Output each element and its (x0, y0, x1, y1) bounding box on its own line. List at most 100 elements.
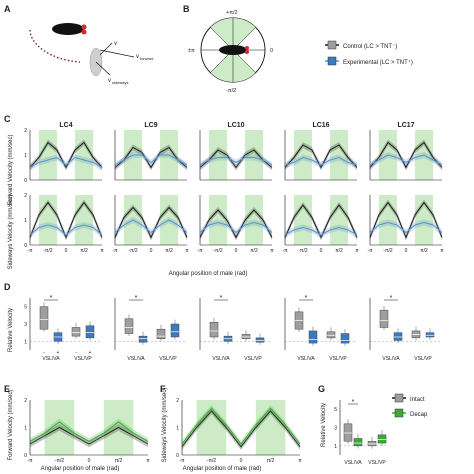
c-side-3-control-line (284, 204, 358, 239)
c-fwd-0-exp-band (30, 154, 102, 171)
c-side-3-exp-line (284, 226, 358, 236)
g-xlabel-a: VSL/VA (344, 460, 362, 466)
c-side-0-xtick-3: π/2 (80, 248, 88, 254)
c-fwd-3-exp-line (284, 156, 358, 166)
e-intact-band (30, 424, 148, 448)
d-4-xlabel-p: VSL/VP (414, 356, 432, 362)
panel-c-ylabel-top: Forward Velocity (mm/sec) (8, 134, 14, 205)
c-side-1-xtick-0: -π (112, 248, 118, 254)
d-minus-2: - (75, 350, 77, 356)
panel-g: 1 3 5 * VSL/VA VSL/VP (334, 399, 388, 466)
c-side-0-xtick-4: π (100, 248, 104, 254)
d-1-star: * (135, 295, 138, 302)
c-side-4-exp-line (369, 221, 443, 234)
f-ytick-0: 0 (176, 453, 179, 459)
c-side-3-xtick-4: π (355, 248, 359, 254)
c-side-4-band-1 (415, 195, 434, 245)
f-ytick-2: 2 (176, 398, 179, 404)
f-xtick-0: -π (179, 458, 185, 464)
d-4-xlabel-a: VSL/VA (382, 356, 400, 362)
f-xtick-4: π (298, 458, 302, 464)
v-arrow (99, 42, 113, 56)
d-0-xlabel-p: VSL/VP (74, 356, 92, 362)
c-fwd-0-exp-line (29, 156, 103, 168)
vforward-sub: forward (140, 56, 153, 61)
legend-decap-label: Decap (410, 412, 428, 418)
f-band-0 (196, 400, 227, 455)
c-side-0-exp-line (29, 224, 103, 236)
c-fwd-2-band-1 (245, 130, 264, 180)
c-fwd-3-band-1 (330, 130, 349, 180)
e-decap-line (29, 421, 149, 442)
vsideways-label: v (108, 78, 111, 84)
legend-exp-label: Experimental (LC > TNT⁺) (343, 59, 413, 66)
d-0-star: * (50, 295, 53, 302)
c-fwd-2-control-band (200, 147, 272, 171)
c-side-0-ytick-1: 1 (24, 218, 27, 224)
g-intact2-box (367, 441, 377, 447)
polar-top-label: +π/2 (226, 10, 238, 16)
f-ytick-1: 1 (176, 426, 179, 432)
vforward-arrow (99, 49, 135, 58)
c-side-2-xtick-4: π (270, 248, 274, 254)
d-2-ctrl2-box (241, 334, 251, 339)
c-side-0-ytick-2: 2 (24, 193, 27, 199)
c-side-0-xtick-0: -π (27, 248, 33, 254)
c-side-4-control-line (369, 201, 443, 239)
d-ytick-2: 5 (24, 305, 27, 311)
polar-band-4 (210, 50, 233, 82)
g-star: * (352, 399, 355, 406)
e-intact-line (29, 426, 149, 445)
f-xtick-1: -π/2 (207, 458, 217, 464)
polar-right-label: 0 (270, 48, 273, 54)
c-side-0-ytick-0: 0 (24, 243, 27, 249)
d-ytick-0: 1 (24, 339, 27, 345)
c-fwd-1-exp-band (115, 152, 187, 168)
e-xtick-0: -π (27, 458, 33, 464)
c-side-2-xtick-2: 0 (235, 248, 238, 254)
c-side-2-band-1 (245, 195, 264, 245)
c-side-4-band-0 (378, 195, 397, 245)
c-fwd-0-title: LC4 (59, 122, 72, 129)
c-fwd-4-control-line (369, 141, 443, 169)
c-side-4-xtick-3: π/2 (420, 248, 428, 254)
d-plus-1: + (57, 350, 60, 356)
polar-eye-icon (245, 46, 249, 50)
c-fwd-2-band-0 (208, 130, 227, 180)
c-fwd-0-band-0 (38, 130, 57, 180)
d-3-xlabel-a: VSL/VA (297, 356, 315, 362)
d-3-xlabel-p: VSL/VP (329, 356, 347, 362)
polar-band-2 (210, 18, 233, 50)
vsideways-arrow (95, 61, 111, 76)
panel-a-label: A (4, 4, 11, 14)
legend-top: Control (LC > TNT⁻) Experimental (LC > T… (325, 40, 413, 66)
c-side-2-band-0 (208, 195, 227, 245)
panel-c-ylabel-bottom: Sideways Velocity (mm/sec) (8, 195, 14, 270)
d-2-xlabel-a: VSL/VA (212, 356, 230, 362)
c-fwd-0-control-line (29, 141, 103, 169)
c-side-0-band-0 (38, 195, 57, 245)
d-3-star: * (305, 295, 308, 302)
panel-c: 0 1 2 LC4 0 1 2 -π -π/2 0 π/2 π LC9 -π -π/2 0 π/2 π LC10 -π… (24, 122, 444, 254)
c-fwd-0-ytick-2: 2 (24, 128, 27, 134)
panel-d-label: D (4, 282, 11, 292)
polar-eye-icon-2 (245, 50, 249, 54)
c-side-3-xtick-3: π/2 (335, 248, 343, 254)
polar-band-3 (233, 50, 256, 82)
panel-f: 0 1 2 -π -π/2 0 π/2 π (176, 398, 302, 464)
c-fwd-4-title: LC17 (397, 122, 414, 129)
panel-f-label: F (160, 384, 166, 394)
polar-bottom-label: -π/2 (226, 88, 236, 94)
vforward-label: v (136, 54, 139, 60)
c-side-2-xtick-0: -π (197, 248, 203, 254)
c-side-4-xtick-0: -π (367, 248, 373, 254)
d-4-exp-box (393, 332, 403, 341)
e-xtick-1: -π/2 (55, 458, 65, 464)
c-fwd-0-ytick-1: 1 (24, 153, 27, 159)
polar-band-1 (233, 18, 256, 50)
c-fwd-2-exp-line (199, 157, 273, 166)
c-side-0-control-line (29, 201, 103, 239)
d-minus-1: - (43, 350, 45, 356)
e-xtick-3: π/2 (115, 458, 123, 464)
